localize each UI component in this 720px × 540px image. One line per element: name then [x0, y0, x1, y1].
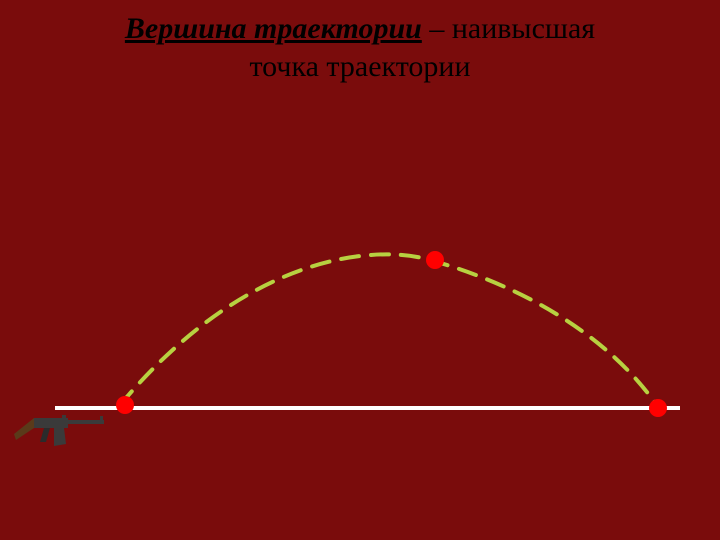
- end-point: [649, 399, 667, 417]
- start-point: [116, 396, 134, 414]
- slide: Вершина траектории – наивысшая точка тра…: [0, 0, 720, 540]
- rifle-icon: [14, 415, 104, 446]
- trajectory-points: [116, 251, 667, 417]
- trajectory-diagram: [0, 0, 720, 540]
- trajectory-curve: [120, 254, 660, 410]
- apex-point: [426, 251, 444, 269]
